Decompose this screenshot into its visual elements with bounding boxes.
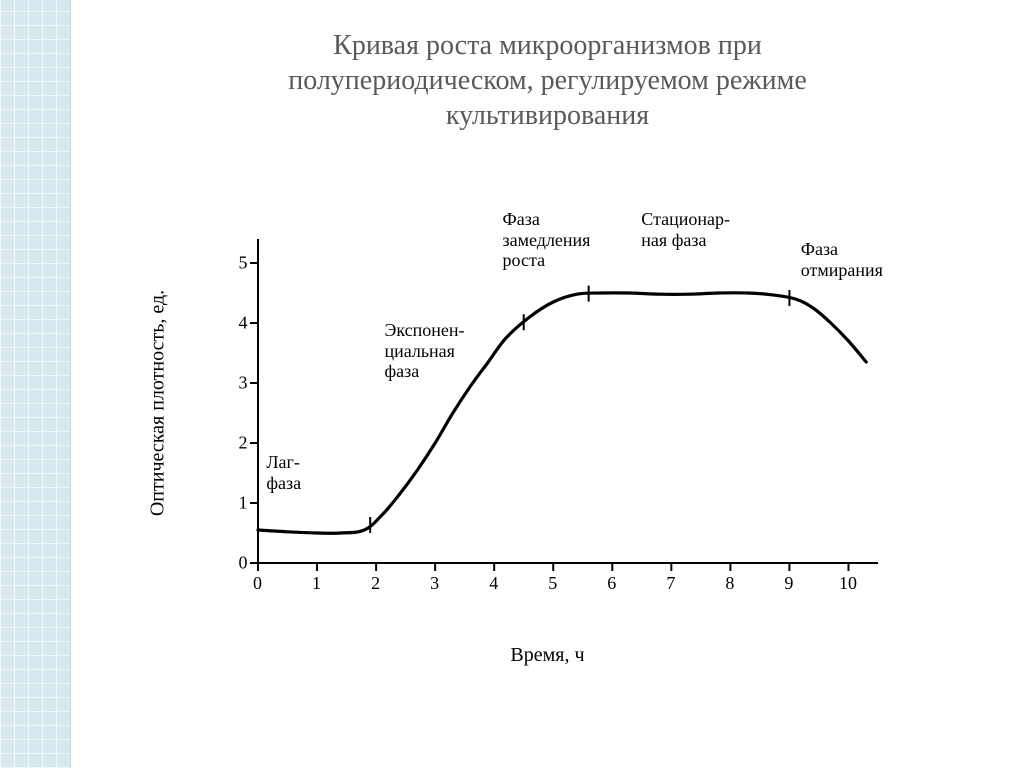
phase-label-death: Фаза отмирания	[801, 239, 883, 280]
slide-content: Кривая роста микроорганизмов приполупери…	[71, 0, 1024, 768]
x-tick-label: 4	[489, 573, 498, 594]
phase-label-stat: Стационар- ная фаза	[641, 209, 730, 250]
y-tick-label: 5	[224, 253, 248, 274]
x-tick-label: 10	[839, 573, 857, 594]
phase-label-decel: Фаза замедления роста	[503, 209, 591, 271]
x-axis-label: Время, ч	[510, 644, 584, 667]
y-tick-label: 4	[224, 313, 248, 334]
x-tick-label: 5	[548, 573, 557, 594]
x-tick-label: 6	[607, 573, 616, 594]
x-tick-label: 0	[253, 573, 262, 594]
x-tick-label: 3	[430, 573, 439, 594]
y-tick-label: 3	[224, 373, 248, 394]
phase-label-exp: Экспонен- циальная фаза	[384, 320, 464, 382]
growth-curve-chart: Оптическая плотность, ед. Время, ч 01234…	[168, 173, 928, 633]
decorative-sidebar	[0, 0, 71, 768]
x-tick-label: 9	[784, 573, 793, 594]
y-tick-label: 2	[224, 433, 248, 454]
phase-label-lag: Лаг- фаза	[266, 452, 301, 493]
y-tick-label: 0	[224, 553, 248, 574]
x-tick-label: 1	[312, 573, 321, 594]
x-tick-label: 2	[371, 573, 380, 594]
x-tick-label: 8	[725, 573, 734, 594]
y-tick-label: 1	[224, 493, 248, 514]
x-tick-label: 7	[666, 573, 675, 594]
y-axis-label: Оптическая плотность, ед.	[146, 290, 169, 516]
slide-title: Кривая роста микроорганизмов приполупери…	[111, 28, 984, 133]
